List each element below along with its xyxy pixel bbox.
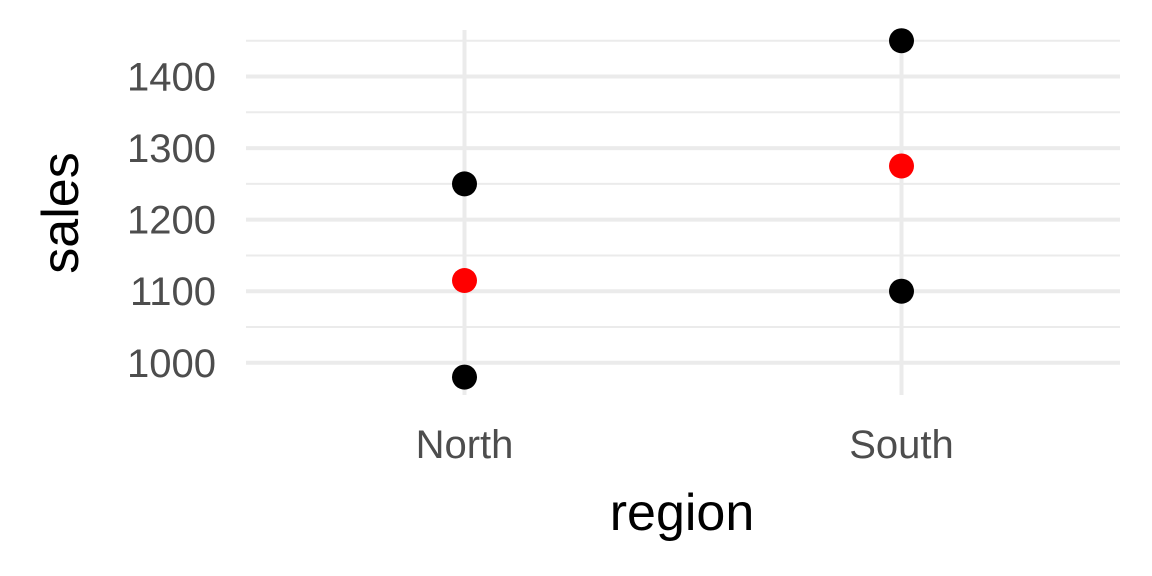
data-point (889, 28, 914, 54)
y-tick-label: 1200 (127, 199, 216, 243)
data-point (889, 278, 914, 304)
y-tick-label: 1400 (127, 56, 216, 100)
data-point (452, 364, 477, 390)
y-axis-title: sales (32, 152, 90, 273)
data-point (889, 153, 914, 179)
x-axis-tick-labels: North South (416, 423, 954, 467)
y-axis-tick-labels: 1000 1100 1200 1300 1400 (127, 56, 216, 386)
x-tick-label: South (849, 423, 954, 467)
x-axis-title: region (610, 484, 755, 542)
data-point (452, 171, 477, 197)
y-tick-label: 1000 (127, 342, 216, 386)
data-point (452, 267, 477, 293)
data-points (452, 28, 914, 390)
grid (246, 30, 1120, 395)
x-tick-label: North (416, 423, 514, 467)
y-tick-label: 1300 (127, 127, 216, 171)
y-tick-label: 1100 (130, 270, 216, 314)
